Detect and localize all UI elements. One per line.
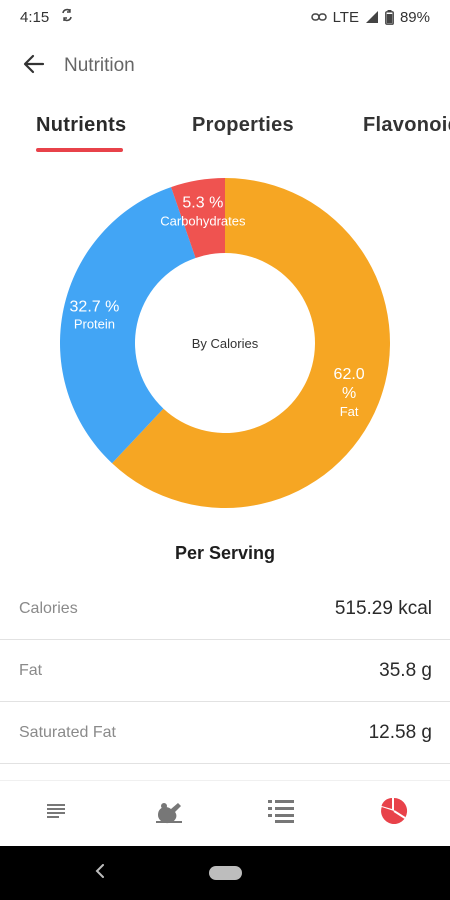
system-home-button[interactable] — [209, 866, 242, 880]
nutrient-row-saturated-fat: Saturated Fat 12.58 g — [0, 702, 450, 764]
nav-description[interactable] — [0, 781, 113, 846]
slice-label-protein: 32.7 % Protein — [70, 298, 120, 333]
nutrient-value: 515.29 kcal — [334, 597, 432, 619]
slice-label-fat: 62.0 % Fat — [329, 365, 370, 419]
nav-ingredients[interactable] — [113, 781, 226, 846]
nutrient-row-calories: Calories 515.29 kcal — [0, 578, 450, 640]
slice-carbohydrates — [171, 178, 225, 258]
status-bar: 4:15 LTE 89% — [0, 0, 450, 34]
nutrient-value: 12.58 g — [368, 721, 432, 743]
slice-protein — [60, 187, 196, 464]
signal-icon — [365, 10, 379, 24]
slice-percentage: 62.0 % — [333, 366, 365, 403]
battery-icon — [385, 9, 394, 25]
nutrition-pie-icon — [380, 797, 408, 830]
tab-bar: Nutrients Properties Flavonoids — [0, 106, 450, 154]
tab-nutrients[interactable]: Nutrients — [36, 114, 127, 136]
calories-donut-chart: By Calories 62.0 % Fat 32.7 % Protein 5.3 % C… — [60, 178, 390, 508]
donut-hole — [149, 267, 301, 419]
slice-percentage: 5.3 % — [182, 194, 224, 212]
status-time: 4:15 — [20, 8, 50, 26]
chart-center-label: By Calories — [191, 335, 259, 351]
ingredients-icon — [154, 797, 184, 830]
link-icon — [310, 12, 327, 22]
donut-svg — [60, 178, 390, 508]
description-icon — [46, 803, 66, 824]
nav-steps[interactable] — [225, 781, 338, 846]
slice-name: Carbohydrates — [160, 213, 246, 229]
slice-fat — [112, 178, 390, 508]
slice-label-carbohydrates: 5.3 % Carbohydrates — [160, 194, 245, 229]
nutrient-list: Calories 515.29 kcal Fat 35.8 g Saturate… — [0, 578, 450, 764]
chevron-left-icon — [95, 863, 105, 883]
active-tab-indicator — [36, 148, 123, 152]
slice-name: Protein — [73, 316, 116, 332]
nutrient-row-fat: Fat 35.8 g — [0, 640, 450, 702]
battery-level: 89% — [399, 8, 430, 26]
steps-list-icon — [267, 798, 295, 829]
slice-percentage: 32.7 % — [69, 298, 120, 316]
per-serving-title: Per Serving — [174, 543, 276, 563]
tab-properties[interactable]: Properties — [192, 114, 294, 136]
network-type: LTE — [332, 8, 359, 26]
app-bar: Nutrition — [0, 40, 450, 92]
arrow-left-icon — [23, 53, 45, 80]
tab-flavonoids[interactable]: Flavonoids — [363, 114, 450, 136]
slice-name: Fat — [339, 403, 359, 419]
back-button[interactable] — [8, 40, 60, 92]
bottom-navigation — [0, 780, 450, 846]
page-title: Nutrition — [64, 55, 135, 76]
nutrient-value: 35.8 g — [379, 659, 432, 681]
nutrient-label: Calories — [19, 599, 78, 617]
sync-icon — [61, 8, 73, 26]
nutrient-label: Fat — [19, 661, 43, 679]
system-navigation-bar — [0, 846, 450, 900]
nutrient-label: Saturated Fat — [19, 723, 116, 741]
nav-nutrition[interactable] — [338, 781, 450, 846]
system-back-button[interactable] — [88, 846, 112, 900]
